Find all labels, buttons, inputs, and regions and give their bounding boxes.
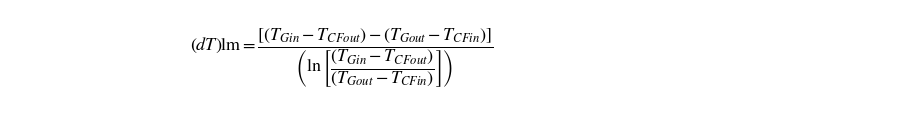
Text: $(dT)\mathrm{lm} = \dfrac{[(T_{Gin} - T_{CFout}) - (T_{Gout} - T_{CFin})]}{\left: $(dT)\mathrm{lm} = \dfrac{[(T_{Gin} - T_…	[190, 27, 494, 90]
